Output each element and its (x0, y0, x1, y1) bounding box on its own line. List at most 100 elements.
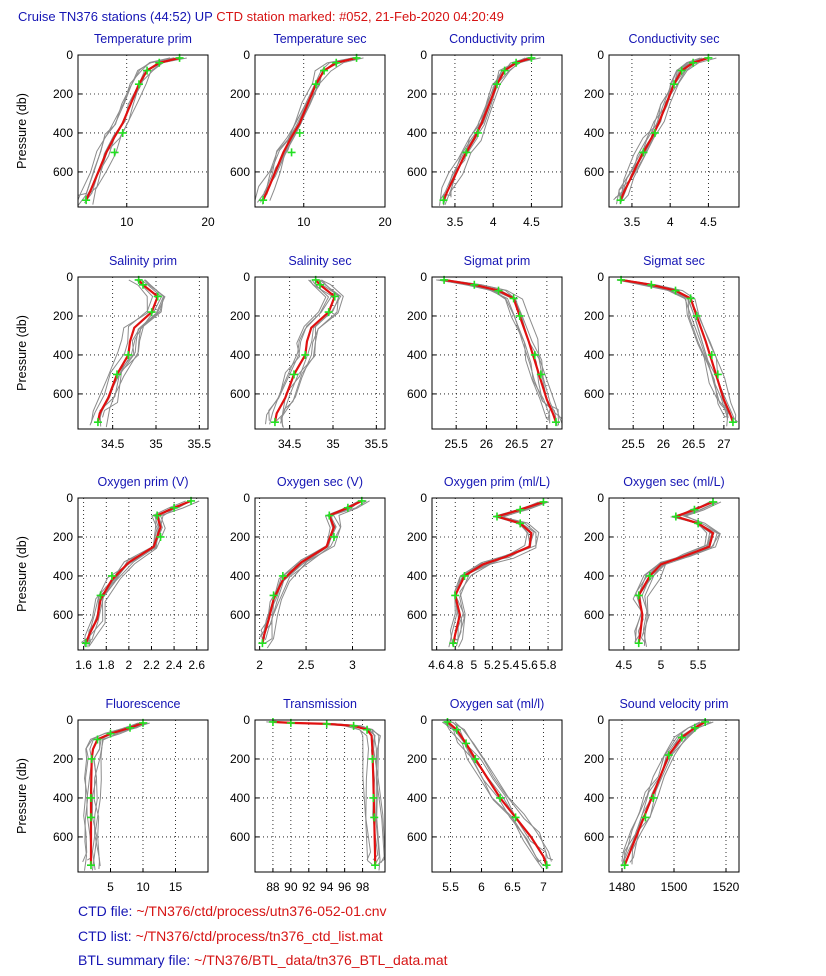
other-station-trace-0 (89, 279, 154, 426)
x-tick-label-1: 4 (490, 215, 497, 229)
y-axis-label: Pressure (db) (15, 93, 29, 169)
y-axis-label: Pressure (db) (15, 315, 29, 391)
footer-ctd-file-value: ~/TN376/ctd/process/utn376-052-01.cnv (136, 903, 387, 919)
y-tick-label-3: 600 (584, 830, 604, 844)
x-tick-label-0: 3.5 (447, 215, 464, 229)
y-tick-label-2: 400 (53, 569, 73, 583)
x-tick-label-2: 1520 (713, 880, 740, 894)
bottle-marker-6 (439, 196, 448, 205)
bottle-marker-1 (689, 58, 698, 67)
chart-title: Sound velocity prim (619, 697, 728, 711)
bottle-marker-4 (649, 793, 658, 802)
bottle-marker-5 (269, 591, 278, 600)
bottle-marker-2 (462, 739, 471, 748)
bottle-marker-4 (460, 571, 469, 580)
bottle-marker-7 (87, 861, 95, 870)
axes-box (77, 276, 209, 430)
x-tick-label-2: 6.5 (504, 880, 521, 894)
bottle-marker-5 (287, 148, 296, 157)
marked-station-trace (96, 279, 160, 423)
x-tick-label-2: 2 (126, 658, 133, 672)
chart-title: Fluorescence (105, 697, 180, 711)
other-station-trace-1 (454, 501, 546, 638)
bottle-marker-4 (473, 128, 482, 137)
x-tick-label-3: 27 (540, 437, 554, 451)
bottle-marker-3 (686, 294, 695, 303)
x-tick-label-4: 2.4 (166, 658, 183, 672)
bottle-marker-4 (295, 128, 304, 137)
x-tick-label-2: 92 (302, 880, 316, 894)
bottle-marker-6 (87, 813, 95, 822)
y-tick-label-1: 200 (230, 87, 250, 101)
chart-panel-11: 4.5 5 5.5 0 200 400 600 Oxygen sec (ml/L) (584, 475, 740, 672)
bottle-marker-1 (452, 725, 461, 734)
x-tick-label-1: 6 (478, 880, 485, 894)
footer-ctd-file-label: CTD file: (78, 903, 133, 919)
x-tick-label-0: 5 (107, 880, 114, 894)
y-tick-label-2: 400 (584, 126, 604, 140)
y-tick-label-0: 0 (66, 48, 73, 62)
bottle-marker-1 (470, 280, 479, 289)
x-tick-label-5: 5.6 (521, 658, 538, 672)
x-tick-label-0: 1.6 (75, 658, 92, 672)
y-tick-label-0: 0 (243, 713, 250, 727)
other-station-trace-4 (264, 500, 361, 641)
marked-station-trace (446, 721, 548, 866)
chart-panel-13: 88 90 92 94 96 98 0 200 400 600 Transmission (230, 697, 386, 894)
x-tick-label-1: 35 (326, 437, 340, 451)
other-station-trace-6 (99, 279, 163, 427)
bottle-marker-3 (349, 721, 358, 730)
x-tick-label-0: 3.5 (624, 215, 641, 229)
y-tick-label-2: 400 (53, 126, 73, 140)
bottle-marker-7 (728, 418, 737, 427)
y-tick-label-3: 600 (230, 165, 250, 179)
bottle-marker-7 (551, 418, 560, 427)
y-axis-label: Pressure (db) (15, 758, 29, 834)
chart-title: Oxygen prim (V) (98, 475, 189, 489)
bottle-marker-1 (170, 503, 179, 512)
x-tick-label-1: 4 (667, 215, 674, 229)
footer-btl-summary: BTL summary file: ~/TN376/BTL_data/tn376… (78, 952, 448, 968)
y-tick-label-3: 600 (407, 165, 427, 179)
bottle-marker-3 (134, 80, 143, 89)
x-tick-label-1: 26 (657, 437, 671, 451)
other-station-trace-5 (273, 721, 380, 865)
axes-box (431, 276, 563, 430)
bottle-marker-2 (671, 512, 680, 521)
bottle-marker-6 (449, 639, 458, 648)
y-tick-label-1: 200 (230, 752, 250, 766)
marked-station-trace (620, 278, 735, 423)
chart-title: Oxygen sec (V) (277, 475, 363, 489)
bottle-marker-2 (494, 286, 503, 295)
bottle-marker-3 (324, 308, 333, 317)
y-tick-label-0: 0 (597, 48, 604, 62)
y-tick-label-2: 400 (230, 126, 250, 140)
chart-panel-5: 34.5 35 35.5 0 200 400 600 Salinity sec (230, 254, 388, 451)
x-tick-label-2: 5.5 (690, 658, 707, 672)
x-tick-label-2: 35.5 (188, 437, 212, 451)
chart-title: Sigmat sec (643, 254, 705, 268)
other-station-trace-1 (260, 57, 353, 203)
other-station-trace-6 (77, 57, 175, 206)
other-station-trace-5 (266, 500, 370, 649)
x-tick-label-0: 10 (120, 215, 134, 229)
y-tick-label-1: 200 (230, 530, 250, 544)
bottle-marker-5 (451, 591, 460, 600)
y-tick-label-0: 0 (243, 270, 250, 284)
y-tick-label-3: 600 (407, 387, 427, 401)
footer-ctd-list-value: ~/TN376/ctd/process/tn376_ctd_list.mat (135, 928, 383, 944)
other-station-trace-2 (620, 57, 710, 204)
x-tick-label-2: 4.5 (523, 215, 540, 229)
other-station-trace-0 (448, 501, 542, 648)
other-station-trace-4 (88, 500, 200, 647)
marked-station-trace (442, 56, 532, 201)
other-station-trace-5 (94, 722, 150, 867)
other-station-trace-1 (621, 279, 739, 423)
bottle-marker-1 (155, 58, 164, 67)
bottle-marker-2 (330, 292, 339, 301)
other-station-trace-2 (280, 279, 344, 428)
y-tick-label-1: 200 (53, 87, 73, 101)
bottle-marker-1 (139, 280, 147, 289)
y-tick-label-2: 400 (407, 569, 427, 583)
